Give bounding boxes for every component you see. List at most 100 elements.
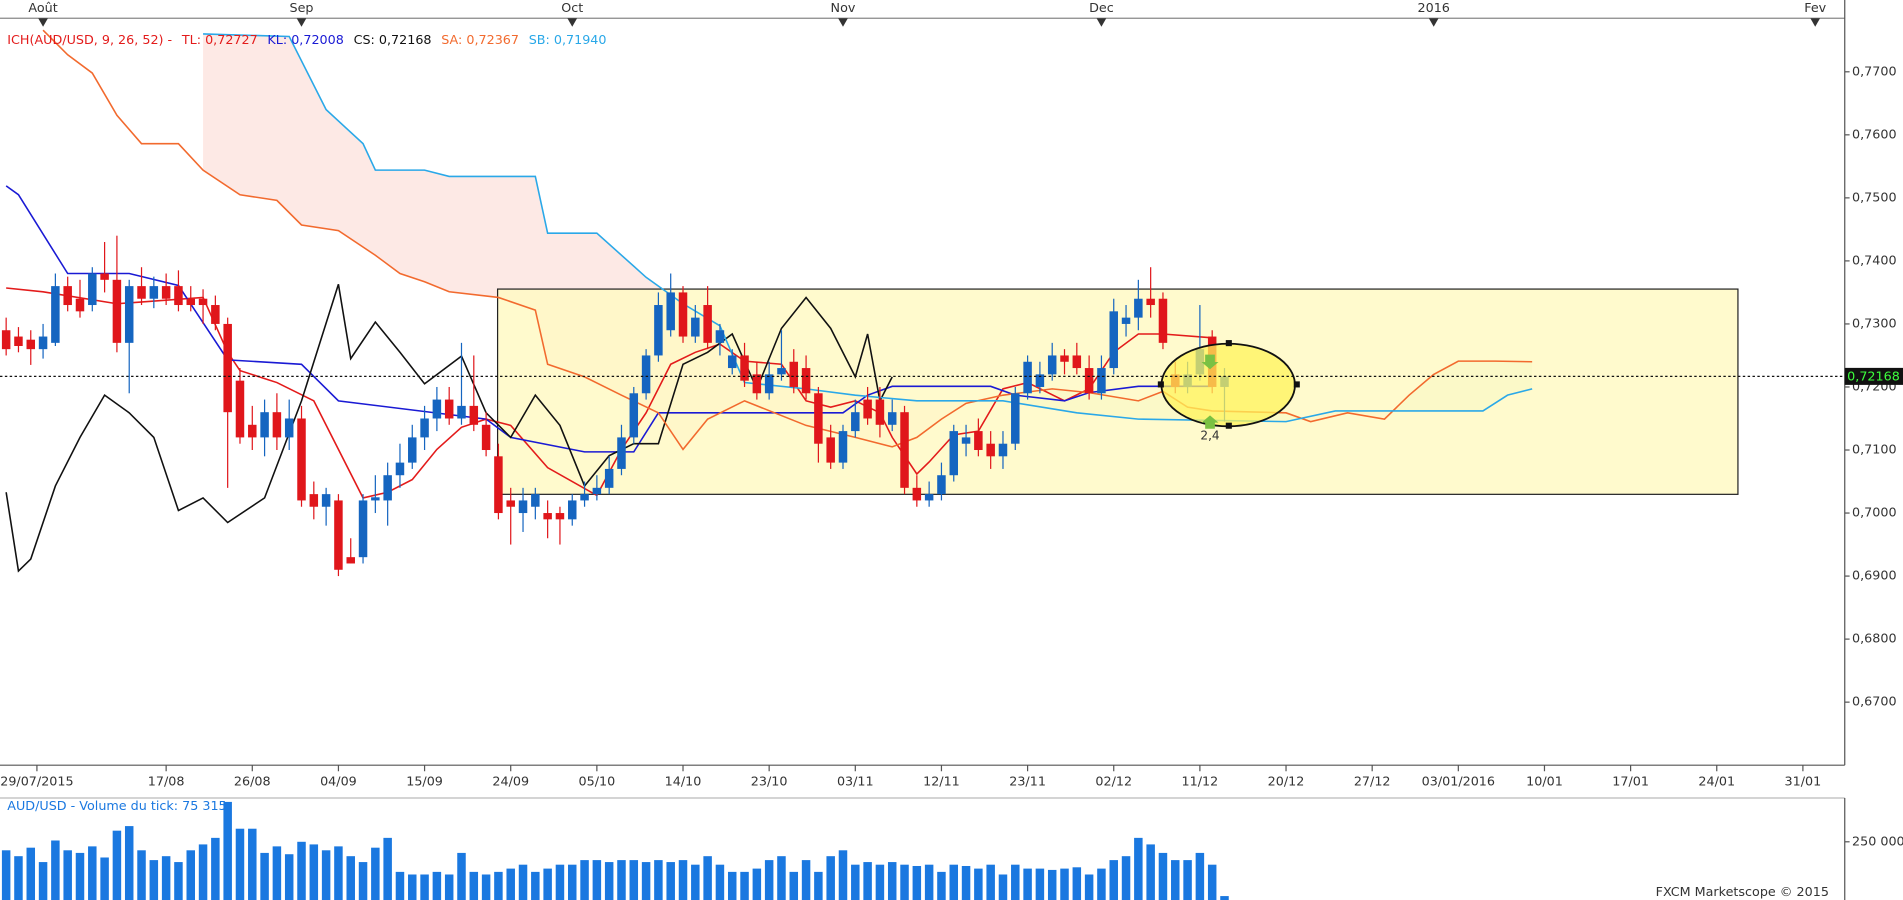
volume-bar — [1047, 869, 1057, 900]
candle-body — [555, 513, 565, 520]
candle-body — [764, 374, 774, 394]
candle-body — [309, 494, 319, 507]
candle-body — [641, 355, 651, 394]
candle-body — [1121, 317, 1131, 324]
x-tick-label: 23/10 — [751, 775, 788, 790]
volume-bar — [112, 830, 122, 900]
y-tick-label: 0,6800 — [1852, 632, 1897, 647]
candle-body — [174, 286, 183, 306]
candle-body — [235, 380, 245, 438]
volume-bar — [580, 860, 589, 900]
y-tick-label: 0,6900 — [1852, 569, 1897, 584]
volume-bar — [875, 864, 885, 900]
candle-body — [1035, 374, 1045, 387]
volume-bar — [469, 871, 479, 900]
volume-bar — [26, 847, 36, 900]
volume-bar — [481, 874, 491, 900]
volume-bar — [297, 841, 306, 900]
y-tick-label: 0,7600 — [1852, 127, 1897, 142]
candle-body — [432, 399, 442, 419]
indicator-legend: ICH(AUD/USD, 9, 26, 52) - TL: 0,72727 KL: … — [7, 33, 606, 48]
candle-body — [211, 305, 220, 324]
x-tick-label: 31/01 — [1785, 775, 1822, 790]
volume-bar — [924, 864, 934, 900]
volume-bar — [63, 850, 72, 900]
candle-body — [715, 330, 725, 343]
top-tick-label: Août — [28, 1, 57, 16]
candle-body — [1084, 368, 1094, 394]
volume-bar — [1084, 874, 1094, 900]
last-price-label: 0,72168 — [1847, 369, 1900, 384]
volume-bar — [518, 864, 528, 900]
candle-body — [75, 298, 85, 312]
legend-entry: CS: 0,72168 — [354, 33, 432, 48]
candle-body — [1011, 393, 1020, 444]
x-tick-label: 23/11 — [1009, 775, 1046, 790]
volume-bar — [14, 856, 23, 900]
volume-bar — [494, 871, 503, 900]
volume-bar — [506, 868, 515, 900]
volume-bar — [1183, 860, 1192, 900]
legend-entry: TL: 0,72727 — [181, 33, 258, 48]
volume-bar — [223, 801, 232, 900]
x-tick-label: 24/01 — [1698, 775, 1735, 790]
candle-body — [727, 355, 737, 369]
y-tick-label: 0,7000 — [1852, 506, 1897, 521]
volume-bar — [309, 844, 319, 900]
candle-body — [334, 500, 343, 570]
candle-body — [444, 399, 454, 419]
volume-bar — [38, 862, 48, 900]
volume-bar — [457, 852, 466, 900]
volume-bar — [51, 840, 60, 900]
volume-bar — [691, 864, 700, 900]
candle-body — [14, 336, 23, 347]
candle-body — [100, 273, 109, 280]
y-tick-label: 0,7400 — [1852, 253, 1897, 268]
volume-bar — [703, 856, 712, 900]
y-tick-label: 0,6700 — [1852, 695, 1897, 710]
candle-body — [321, 494, 331, 507]
candle-body — [518, 500, 528, 514]
top-tick-marker — [1810, 18, 1821, 27]
volume-bar — [137, 850, 146, 900]
volume-bar — [1011, 864, 1020, 900]
candle-body — [506, 500, 515, 507]
volume-bar — [1, 850, 11, 900]
volume-bar — [1220, 896, 1229, 900]
volume-bar — [604, 862, 614, 900]
candle-body — [691, 317, 700, 337]
volume-bar — [912, 865, 922, 900]
candle-body — [223, 323, 232, 413]
volume-bar — [186, 850, 195, 900]
credit: FXCM Marketscope © 2015 — [1656, 885, 1829, 900]
volume-bar — [887, 862, 897, 900]
candle-body — [801, 368, 811, 394]
x-tick-label: 27/12 — [1354, 775, 1391, 790]
candle-body — [494, 456, 503, 514]
candle-body — [752, 374, 762, 394]
volume-bar — [1121, 856, 1131, 900]
volume-bar — [949, 864, 959, 900]
candle-body — [949, 431, 959, 476]
volume-bar — [1060, 868, 1069, 900]
volume-bar — [777, 856, 786, 900]
candle-body — [924, 494, 934, 501]
volume-bar — [1072, 867, 1082, 900]
volume-bar — [284, 854, 294, 900]
candle-body — [248, 424, 257, 438]
legend-entry: SA: 0,72367 — [441, 33, 519, 48]
candle-body — [408, 437, 417, 463]
top-tick-label: Dec — [1089, 1, 1114, 16]
volume-bar — [764, 860, 774, 900]
volume-layer: 250 000 — [1, 801, 1903, 900]
volume-bar — [838, 850, 848, 900]
volume-bar — [986, 864, 995, 900]
candle-body — [112, 279, 122, 343]
x-tick-label: 24/09 — [492, 775, 529, 790]
candle-body — [654, 305, 663, 356]
candle-body — [986, 443, 995, 457]
volume-bar — [174, 862, 183, 900]
y-tick-label: 0,7700 — [1852, 64, 1897, 79]
